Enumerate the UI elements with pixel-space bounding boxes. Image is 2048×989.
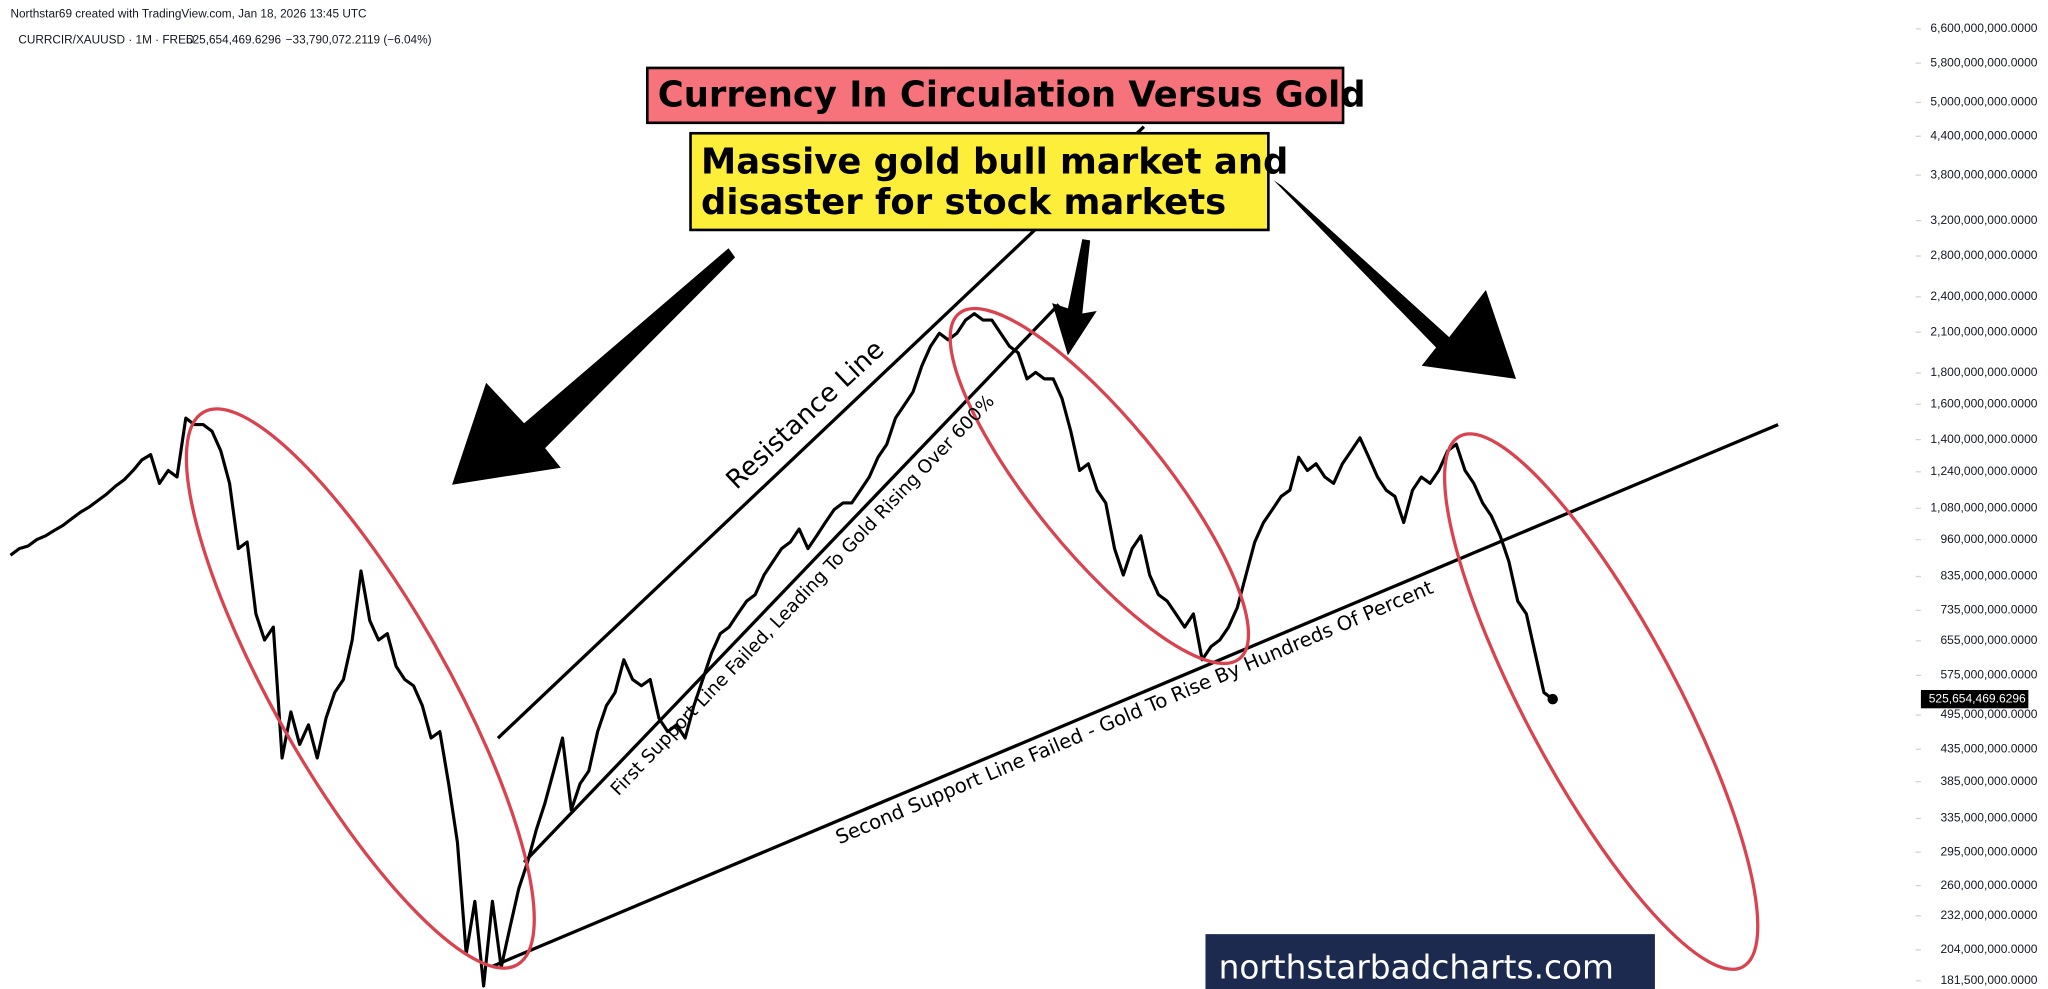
y-tick-label: 1,080,000,000.0000 (1930, 501, 2037, 515)
price-label-box (1920, 689, 2029, 709)
change: −33,790,072.2119 (−6.04%) (286, 34, 432, 47)
y-tick-label: 835,000,000.0000 (1940, 569, 2037, 583)
chart-title: Currency In Circulation Versus Gold (658, 75, 1366, 116)
ellipse (1442, 432, 1760, 971)
arrow (1052, 239, 1097, 356)
second-support-line (490, 423, 1779, 969)
y-tick-label: 655,000,000.0000 (1940, 633, 2037, 647)
y-tick-label: 4,400,000,000.0000 (1930, 128, 2037, 142)
subtitle: Massive gold bull market and (701, 141, 1288, 182)
subtitle-box (689, 131, 1270, 232)
y-tick-label: 1,600,000,000.0000 (1930, 396, 2037, 410)
y-tick-label: 495,000,000.0000 (1940, 707, 2037, 721)
annotation: Resistance Line (721, 335, 891, 496)
watermark: northstarbadcharts.com (1219, 948, 1614, 986)
first-support-line (522, 303, 1060, 864)
last-point (1547, 693, 1558, 705)
y-tick-label: 3,200,000,000.0000 (1930, 213, 2037, 227)
y-tick-label: 960,000,000.0000 (1940, 532, 2037, 546)
series-layer (9, 312, 1558, 988)
y-tick-label: 295,000,000.0000 (1940, 844, 2037, 858)
subtitle: disaster for stock markets (701, 182, 1226, 223)
y-tick-label: 1,800,000,000.0000 (1930, 365, 2037, 379)
y-tick-label: 5,000,000,000.0000 (1930, 95, 2037, 109)
watermark-box (1205, 934, 1655, 989)
symbol: CURRCIR/XAUUSD · 1M · FRED (18, 34, 194, 47)
price: 525,654,469.6296 (186, 34, 281, 47)
y-tick-label: 204,000,000.0000 (1940, 942, 2037, 956)
annotation: First Support Line Failed, Leading To Go… (607, 391, 999, 800)
y-tick-label: 335,000,000.0000 (1940, 811, 2037, 825)
y-tick-label: 1,240,000,000.0000 (1930, 464, 2037, 478)
y-tick-label: 2,400,000,000.0000 (1930, 289, 2037, 303)
y-axis: 6,600,000,000.0000 5,800,000,000.0000 5,00… (1915, 21, 2038, 987)
y-tick-label: 385,000,000.0000 (1940, 774, 2037, 788)
y-tick-label: 1,400,000,000.0000 (1930, 432, 2037, 446)
y-tick-label: 435,000,000.0000 (1940, 741, 2037, 755)
ellipse (948, 306, 1251, 666)
y-tick-label: 735,000,000.0000 (1940, 603, 2037, 617)
y-tick-label: 2,800,000,000.0000 (1930, 248, 2037, 262)
arrows (452, 180, 1517, 485)
y-tick-label: 575,000,000.0000 (1940, 668, 2037, 682)
y-tick-label: 2,100,000,000.0000 (1930, 324, 2037, 338)
title-box (645, 66, 1345, 125)
arrow (452, 248, 736, 485)
arrow (1273, 180, 1517, 379)
y-tick-label: 3,800,000,000.0000 (1930, 167, 2037, 181)
y-tick-label: 181,500,000.0000 (1940, 973, 2037, 987)
price-label: 525,654,469.6296 (1929, 691, 2026, 705)
y-tick-label: 5,800,000,000.0000 (1930, 55, 2037, 69)
y-tick-label: 6,600,000,000.0000 (1930, 21, 2037, 35)
y-tick-label: 232,000,000.0000 (1940, 908, 2037, 922)
price-line (9, 312, 1554, 988)
highlight-ellipses (184, 306, 1760, 971)
credit: Northstar69 created with TradingView.com… (10, 7, 367, 20)
y-tick-label: 260,000,000.0000 (1940, 878, 2037, 892)
ellipse (184, 407, 536, 970)
